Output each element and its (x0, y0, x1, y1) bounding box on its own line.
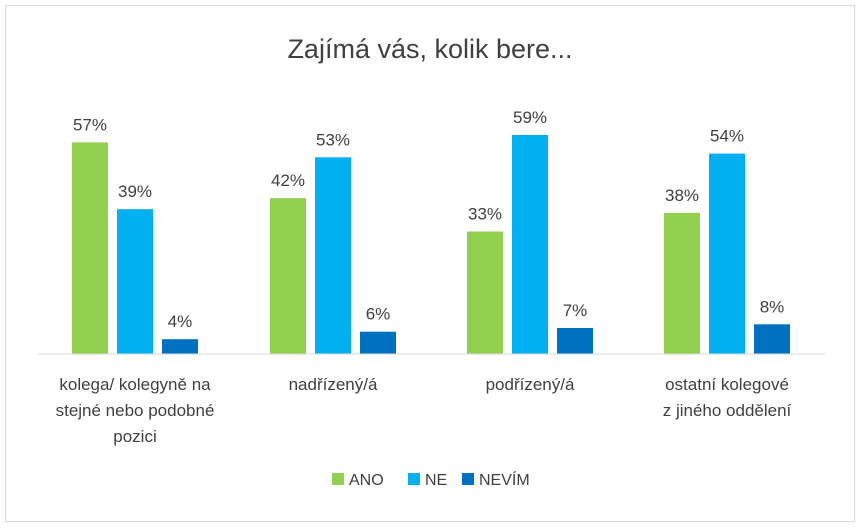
data-label-ne-3: 59% (513, 108, 547, 127)
bar-ne-1 (117, 209, 153, 354)
bar-ne-4 (709, 153, 745, 354)
bars-layer (72, 135, 790, 354)
legend-swatch-ano (332, 473, 344, 485)
legend: ANO NE NEVÍM (332, 470, 530, 489)
bar-nevím-4 (754, 324, 790, 354)
bar-ne-3 (512, 135, 548, 354)
data-label-ne-4: 54% (710, 127, 744, 146)
legend-label-ano: ANO (349, 472, 384, 489)
bar-ano-2 (270, 198, 306, 354)
data-label-ano-3: 33% (468, 205, 502, 224)
chart-title: Zajímá vás, kolik bere... (287, 34, 572, 64)
data-label-ano-1: 57% (73, 115, 107, 134)
data-label-ano-2: 42% (271, 171, 305, 190)
legend-swatch-nevím (462, 473, 474, 485)
category-label-1-line-1: kolega/ kolegyně na (59, 375, 211, 394)
bar-nevím-2 (360, 331, 396, 354)
legend-label-ne: NE (425, 472, 447, 489)
data-labels-layer: 57% 42% 33% 38% 39% 53% 59% 54% 4% 6% 7% 8% (73, 108, 784, 331)
category-labels-layer: kolega/ kolegyně na stejné nebo podobné po… (56, 375, 792, 446)
bar-nevím-1 (162, 339, 198, 354)
bar-ne-2 (315, 157, 351, 354)
data-label-ne-2: 53% (316, 130, 350, 149)
data-label-nevím-1: 4% (168, 312, 193, 331)
category-label-1-line-3: pozici (113, 427, 156, 446)
bar-ano-3 (467, 231, 503, 354)
bar-ano-4 (664, 212, 700, 354)
category-label-2-line-1: nadřízený/á (289, 375, 378, 394)
bar-nevím-3 (557, 328, 593, 354)
category-label-4-line-1: ostatní kolegové (665, 375, 789, 394)
category-label-3-line-1: podřízený/á (486, 375, 575, 394)
data-label-ne-1: 39% (118, 182, 152, 201)
legend-label-nevím: NEVÍM (479, 470, 530, 489)
data-label-ano-4: 38% (665, 186, 699, 205)
data-label-nevím-2: 6% (366, 305, 391, 324)
category-label-4-line-2: z jiného oddělení (663, 401, 792, 420)
bar-ano-1 (72, 142, 108, 354)
data-label-nevím-4: 8% (760, 297, 785, 316)
category-label-1-line-2: stejné nebo podobné (56, 401, 215, 420)
data-label-nevím-3: 7% (563, 301, 588, 320)
legend-swatch-ne (408, 473, 420, 485)
